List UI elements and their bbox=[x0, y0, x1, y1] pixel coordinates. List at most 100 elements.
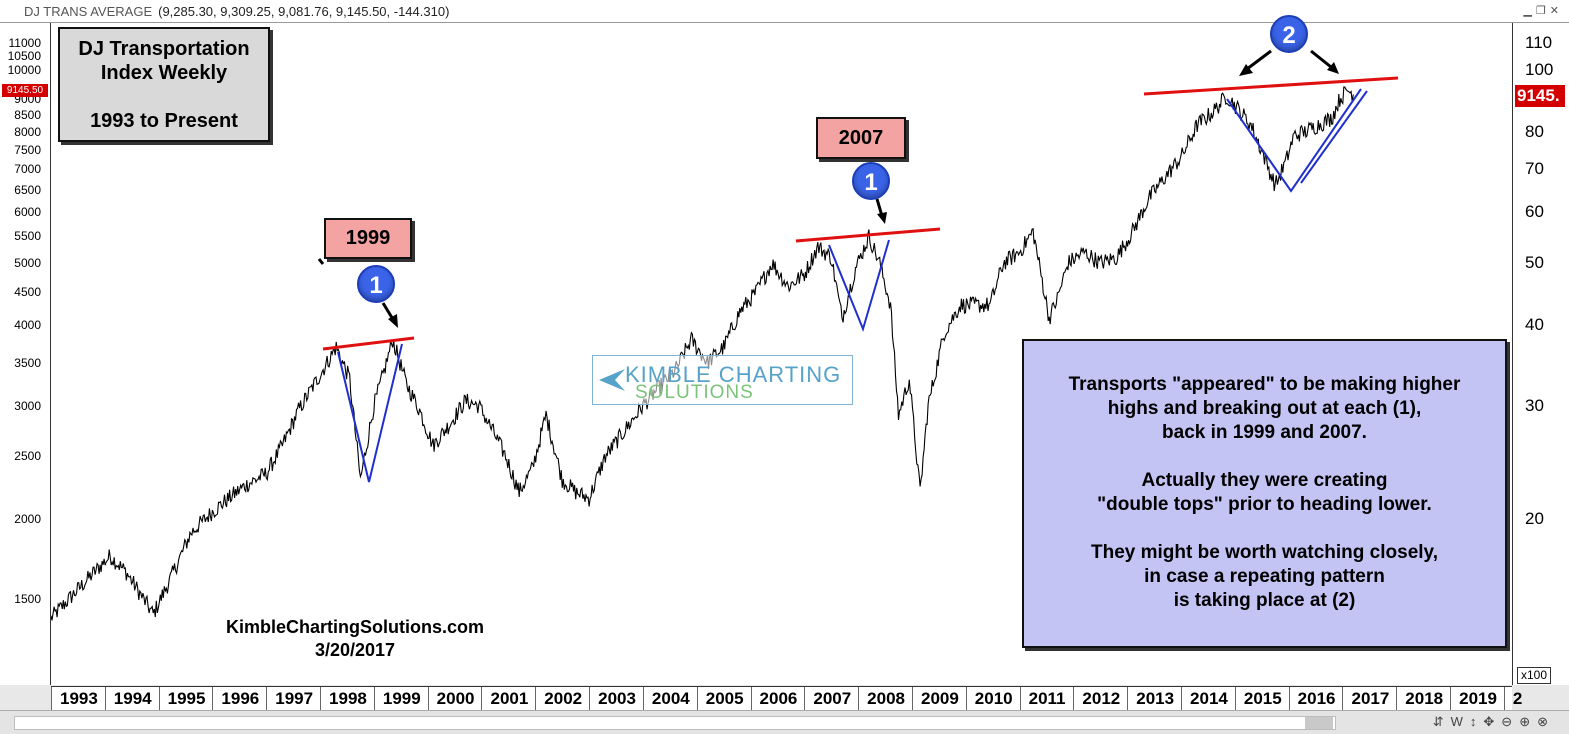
credit-date: 3/20/2017 bbox=[314, 640, 396, 660]
time-axis-separator bbox=[696, 687, 698, 711]
commentary-line: "double tops" prior to heading lower. bbox=[1097, 494, 1432, 515]
left-axis-tick: 6000 bbox=[14, 205, 41, 220]
left-axis-tick: 7000 bbox=[14, 162, 41, 177]
time-axis-separator bbox=[427, 687, 429, 711]
time-axis-label: 2011 bbox=[1028, 689, 1066, 708]
right-price-axis[interactable]: 20 30 40 50 60 70 80 100 110 bbox=[1512, 23, 1569, 685]
time-axis-label: 2008 bbox=[867, 689, 905, 708]
left-axis-tick: 1500 bbox=[14, 592, 41, 606]
double-top-v-2017-left bbox=[1226, 88, 1362, 193]
time-axis-separator bbox=[1342, 687, 1344, 711]
commentary-line bbox=[1024, 445, 1505, 469]
right-axis-tick: 70 bbox=[1525, 159, 1544, 179]
time-axis-label: 1998 bbox=[329, 689, 367, 708]
time-axis-label: 2004 bbox=[651, 689, 690, 708]
commentary-line: back in 1999 and 2007. bbox=[1162, 422, 1367, 443]
refresh-icon[interactable]: ⇵ bbox=[1432, 714, 1451, 729]
time-axis-label: 2010 bbox=[974, 689, 1013, 708]
watermark-line-1: KIMBLE CHARTING bbox=[625, 362, 842, 387]
time-axis[interactable]: 1993 1994 1995 1996 1997 1998 1999 2000 2001 2002… bbox=[51, 686, 1522, 711]
time-axis-separator bbox=[158, 687, 160, 711]
right-axis-tick: 60 bbox=[1525, 202, 1544, 222]
left-axis-tick: 8500 bbox=[14, 107, 41, 122]
weekly-icon[interactable]: W bbox=[1450, 714, 1470, 729]
time-axis-label: 2000 bbox=[436, 689, 475, 708]
ohlc-readout: (9,285.30, 9,309.25, 9,081.76, 9,145.50,… bbox=[158, 4, 450, 19]
last-price-badge-right: 9145. bbox=[1515, 85, 1565, 107]
time-axis-label: 2009 bbox=[920, 689, 959, 708]
resistance-line-1999 bbox=[322, 336, 415, 351]
time-axis-label: 2012 bbox=[1082, 689, 1121, 708]
right-axis-tick: 110 bbox=[1525, 33, 1553, 52]
time-axis-separator bbox=[911, 687, 913, 711]
chart-title-bar: DJ TRANS AVERAGE (9,285.30, 9,309.25, 9,0… bbox=[0, 0, 1569, 23]
pan-icon[interactable]: ✥ bbox=[1483, 714, 1502, 729]
commentary-line: highs and breaking out at each (1), bbox=[1107, 398, 1422, 419]
time-axis-separator bbox=[481, 687, 483, 711]
time-axis-separator bbox=[750, 687, 752, 711]
commentary-line: Actually they were creating bbox=[1141, 470, 1388, 491]
time-axis-label: 2003 bbox=[598, 689, 636, 708]
close-icon[interactable]: ⊗ bbox=[1537, 714, 1555, 729]
time-axis-separator bbox=[104, 687, 106, 711]
credit-block: KimbleChartingSolutions.com 3/20/2017 bbox=[210, 616, 500, 662]
time-axis-label: 1997 bbox=[275, 689, 314, 708]
time-axis-separator bbox=[320, 687, 322, 711]
time-axis-label: 2014 bbox=[1190, 689, 1228, 708]
arrowhead-2-left bbox=[1239, 64, 1253, 76]
time-axis-label: 1996 bbox=[221, 689, 260, 708]
scale-icon[interactable]: ↕ bbox=[1469, 714, 1484, 729]
time-axis-separator bbox=[51, 687, 52, 711]
time-axis-separator bbox=[373, 687, 375, 711]
time-axis-separator bbox=[1234, 687, 1236, 711]
title-line-1: DJ Transportation bbox=[78, 38, 250, 60]
time-axis-label: 2016 bbox=[1297, 689, 1336, 708]
left-axis-tick: 11000 bbox=[8, 36, 41, 50]
arrow-2-left bbox=[1246, 49, 1272, 71]
left-axis-tick: 4500 bbox=[14, 285, 41, 300]
left-axis-tick: 6500 bbox=[14, 182, 41, 197]
zoom-out-icon[interactable]: ⊖ bbox=[1501, 714, 1520, 729]
time-axis-separator bbox=[1450, 687, 1452, 711]
minimize-icon[interactable]: ▁ bbox=[1523, 5, 1536, 17]
time-axis-label: 2017 bbox=[1351, 689, 1390, 708]
arrow-2-right bbox=[1310, 49, 1332, 69]
time-axis-separator bbox=[1073, 687, 1075, 711]
close-icon[interactable]: ✕ bbox=[1549, 5, 1563, 17]
double-top-v-1999 bbox=[337, 343, 403, 483]
commentary-line bbox=[1024, 517, 1505, 541]
horizontal-scrollbar[interactable] bbox=[14, 716, 1336, 730]
left-axis-tick: 7500 bbox=[14, 142, 41, 157]
time-axis-separator bbox=[212, 687, 214, 711]
left-axis-tick: 8000 bbox=[14, 124, 41, 139]
time-axis-label: 2019 bbox=[1459, 689, 1497, 708]
time-axis-separator bbox=[1503, 687, 1505, 711]
left-axis-tick: 4000 bbox=[14, 318, 41, 333]
restore-icon[interactable]: ❐ bbox=[1535, 5, 1550, 17]
time-axis-separator bbox=[535, 687, 537, 711]
time-axis-label: 2015 bbox=[1243, 689, 1282, 708]
left-axis-tick: 5000 bbox=[14, 256, 41, 271]
arrowhead-2007 bbox=[877, 212, 887, 224]
right-axis-tick: 30 bbox=[1525, 395, 1544, 415]
marker-2: 2 bbox=[1270, 15, 1308, 53]
left-axis-tick: 2500 bbox=[14, 449, 41, 464]
time-axis-separator bbox=[642, 687, 644, 711]
commentary-line: in case a repeating pattern bbox=[1144, 566, 1385, 587]
arrow-stem-1999 bbox=[317, 258, 325, 265]
commentary-line: is taking place at (2) bbox=[1173, 590, 1356, 611]
left-axis-tick: 10500 bbox=[7, 48, 41, 63]
year-label-2007: 2007 bbox=[816, 117, 906, 159]
time-axis-label: 2013 bbox=[1136, 689, 1175, 708]
zoom-in-icon[interactable]: ⊕ bbox=[1519, 714, 1538, 729]
arrowhead-2-right bbox=[1327, 62, 1339, 74]
time-axis-separator bbox=[858, 687, 860, 711]
time-axis-label: 1995 bbox=[167, 689, 206, 708]
scrollbar-thumb[interactable] bbox=[1305, 717, 1333, 729]
bottom-toolbar: ⇵W↕✥⊖⊕⊗ bbox=[0, 710, 1569, 734]
year-label-1999: 1999 bbox=[324, 218, 412, 259]
commentary-box: Transports "appeared" to be making highe… bbox=[1022, 339, 1507, 648]
title-line-3: 1993 to Present bbox=[90, 110, 238, 132]
left-price-axis[interactable]: 1500 2000 2500 3000 3500 4000 4500 5000 5500 6000… bbox=[0, 23, 51, 685]
